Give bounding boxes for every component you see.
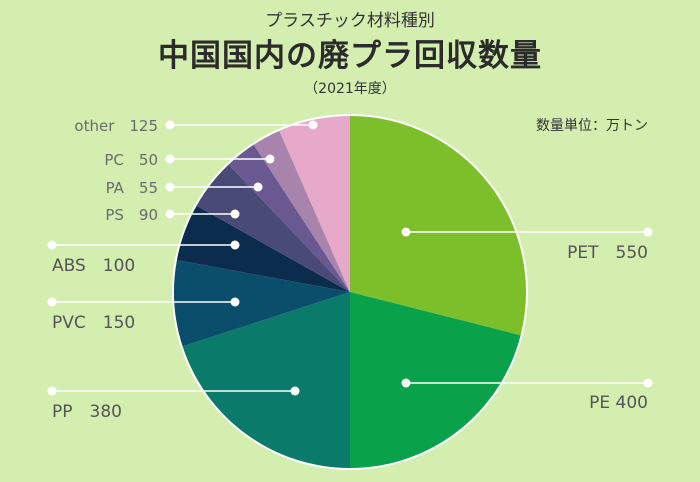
leader-end-dot-pa	[165, 182, 175, 192]
leader-end-dot-pvc	[47, 297, 57, 307]
pie-slice-pe	[350, 292, 521, 468]
leader-dot-pvc	[230, 297, 240, 307]
leader-end-dot-abs	[47, 240, 57, 250]
slice-label-other: other 125	[74, 117, 158, 135]
pie-slice-pet	[350, 116, 526, 336]
leader-dot-ps	[230, 209, 240, 219]
leader-end-dot-pet	[643, 227, 653, 237]
leader-dot-pe	[401, 378, 411, 388]
pie-slice-pp	[182, 292, 350, 468]
leader-end-dot-pp	[47, 386, 57, 396]
leader-dot-pc	[265, 154, 275, 164]
slice-label-pet: PET 550	[567, 243, 648, 263]
pie-slice-other	[279, 116, 350, 292]
leader-end-dot-other	[165, 120, 175, 130]
slice-label-pvc: PVC 150	[52, 313, 135, 333]
chart-title: 中国国内の廃プラ回収数量	[158, 38, 542, 74]
chart-subtitle: プラスチック材料種別	[265, 11, 435, 31]
pie-slice-pc	[253, 130, 350, 292]
unit-label: 数量単位：万トン	[536, 118, 648, 134]
slice-label-pe: PE 400	[589, 393, 648, 413]
leader-dot-pa	[253, 182, 263, 192]
slice-label-pc: PC 50	[104, 151, 158, 169]
slice-label-abs: ABS 100	[52, 256, 135, 276]
slice-label-ps: PS 90	[105, 206, 158, 224]
leader-end-dot-pc	[165, 154, 175, 164]
slice-label-pa: PA 55	[106, 179, 158, 197]
slice-label-pp: PP 380	[52, 402, 122, 422]
leader-dot-abs	[230, 240, 240, 250]
leader-dot-other	[308, 120, 318, 130]
leader-dot-pp	[290, 386, 300, 396]
pie-slice-pvc	[173, 260, 350, 347]
pie-slice-ps	[196, 164, 350, 292]
leader-end-dot-ps	[165, 209, 175, 219]
leader-dot-pet	[401, 227, 411, 237]
leader-end-dot-pe	[643, 378, 653, 388]
pie-slice-pa	[228, 144, 350, 292]
chart-year: （2021年度）	[304, 81, 396, 97]
pie-slice-abs	[176, 205, 350, 292]
